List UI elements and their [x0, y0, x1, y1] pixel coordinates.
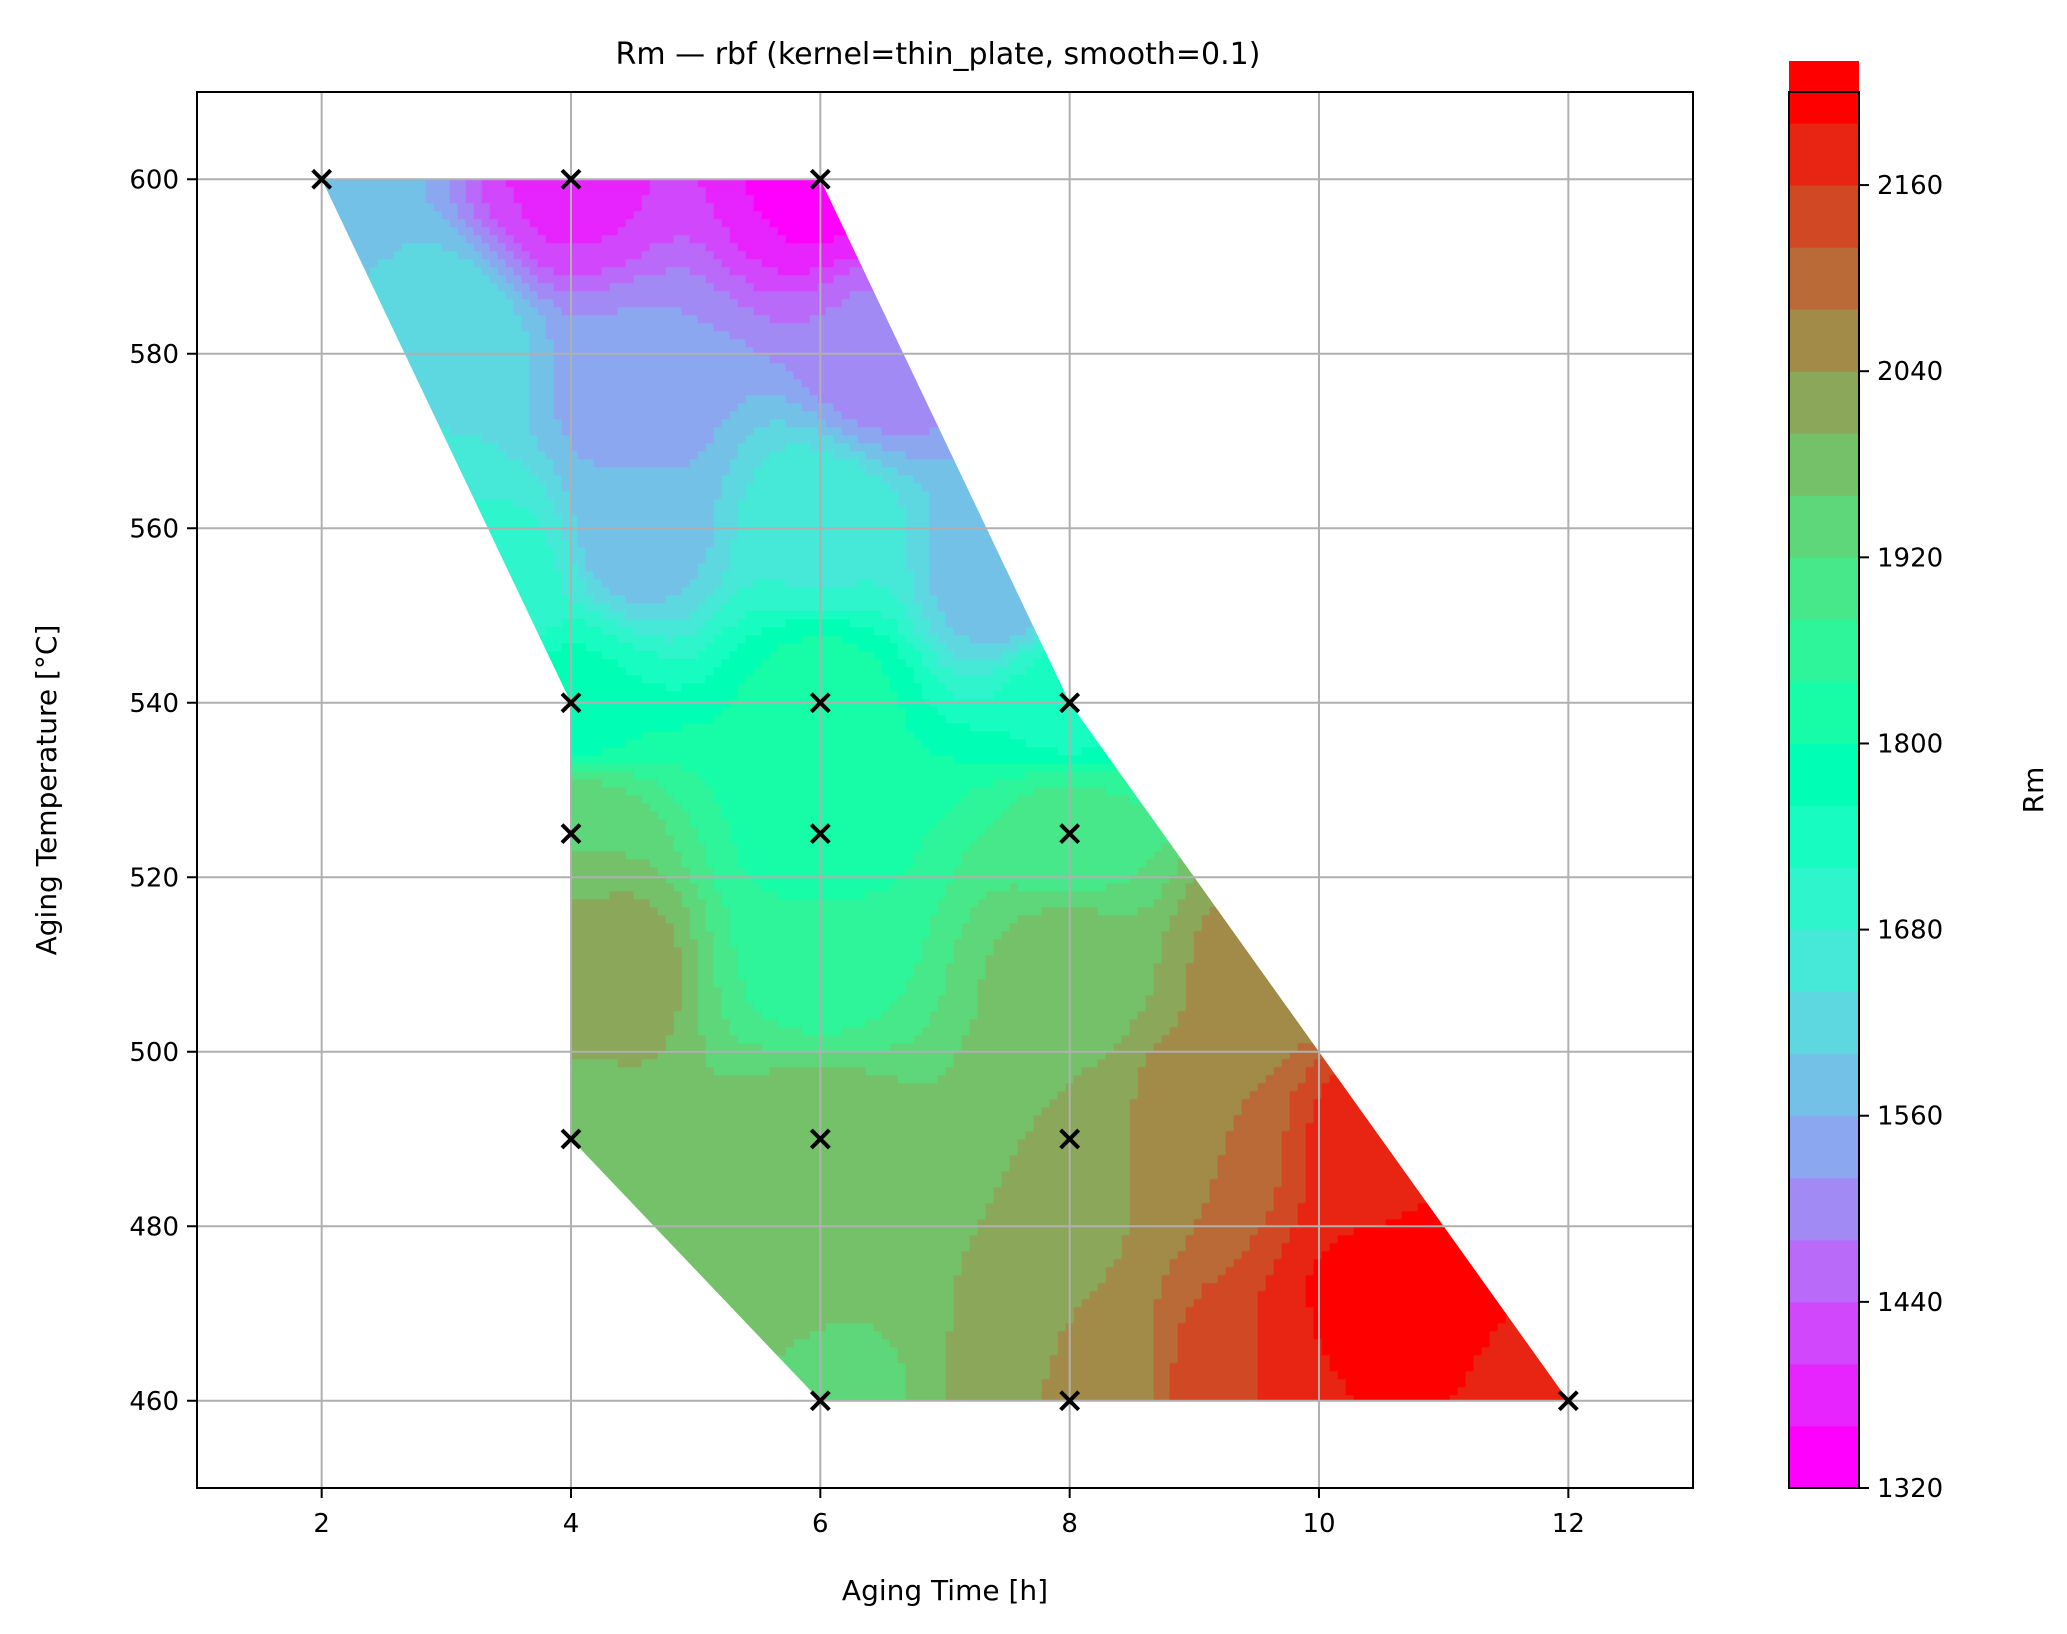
colorbar-label: Rm	[2017, 767, 2050, 814]
colorbar-level	[1789, 371, 1859, 434]
y-tick-label: 600	[129, 165, 179, 195]
x-tick-label: 10	[1302, 1509, 1335, 1539]
sample-marker	[1059, 1128, 1081, 1150]
sample-marker	[560, 1128, 582, 1150]
colorbar-tick-label: 1920	[1877, 543, 1943, 573]
colorbar-level	[1789, 1177, 1859, 1241]
colorbar-tick-label: 2160	[1877, 171, 1943, 201]
colorbar-level	[1789, 619, 1859, 682]
sample-markers	[311, 168, 1579, 1412]
colorbar-tick-label: 1680	[1877, 916, 1943, 946]
y-tick-label: 540	[129, 689, 179, 719]
colorbar-level	[1789, 681, 1859, 744]
colorbar-level	[1789, 1239, 1859, 1303]
colorbar-level	[1789, 495, 1859, 558]
sample-marker	[560, 168, 582, 190]
colorbar-level	[1789, 743, 1859, 807]
colorbar-tick-label: 1800	[1877, 729, 1943, 759]
colorbar-ticks: 1320 1440 1560 1680 1800 1920 2040 2160	[1859, 171, 1943, 1504]
y-tick-label: 560	[129, 514, 179, 544]
y-axis-label: Aging Temperature [°C]	[30, 625, 63, 956]
colorbar-frame	[1788, 91, 1860, 1489]
colorbar-level	[1789, 185, 1859, 248]
colorbar-level	[1789, 1301, 1859, 1365]
y-tick-label: 500	[129, 1038, 179, 1068]
sample-marker	[1059, 1390, 1081, 1412]
y-tick-label: 580	[129, 340, 179, 370]
y-tick-label: 520	[129, 863, 179, 893]
sample-marker	[1557, 1390, 1579, 1412]
colorbar-level	[1789, 1363, 1859, 1427]
y-axis-ticks: 460 480 500 520 540 560 580 600	[129, 165, 197, 1417]
colorbar-tick-label: 2040	[1877, 357, 1943, 387]
colorbar-level	[1789, 1115, 1859, 1179]
sample-marker	[809, 1390, 831, 1412]
colorbar-level	[1789, 1053, 1859, 1117]
sample-marker	[560, 823, 582, 845]
x-tick-label: 8	[1061, 1509, 1078, 1539]
sample-marker	[809, 692, 831, 714]
colorbar-level	[1789, 991, 1859, 1055]
colorbar-level	[1789, 557, 1859, 620]
x-tick-label: 4	[563, 1509, 580, 1539]
y-tick-label: 460	[129, 1387, 179, 1417]
chart-title: Rm — rbf (kernel=thin_plate, smooth=0.1)	[616, 37, 1261, 72]
sample-marker	[560, 692, 582, 714]
sample-marker	[1059, 692, 1081, 714]
colorbar-level	[1789, 929, 1859, 993]
colorbar-level	[1789, 247, 1859, 310]
colorbar-level	[1789, 433, 1859, 496]
sample-marker	[1059, 823, 1081, 845]
colorbar-level	[1789, 805, 1859, 869]
colorbar-level	[1789, 1425, 1859, 1489]
sample-marker	[809, 1128, 831, 1150]
grid	[197, 92, 1693, 1488]
colorbar-tick-label: 1440	[1877, 1288, 1943, 1318]
colorbar-level	[1789, 867, 1859, 931]
plot-frame	[196, 91, 1694, 1489]
x-axis-ticks: 2 4 6 8 10 12	[313, 1488, 1585, 1539]
sample-marker	[311, 168, 333, 190]
colorbar-level	[1789, 123, 1859, 186]
contour-field	[321, 179, 1569, 1401]
colorbar-level	[1789, 309, 1859, 372]
x-tick-label: 6	[812, 1509, 829, 1539]
sample-marker	[809, 823, 831, 845]
sample-marker	[809, 168, 831, 190]
colorbar-tick-label: 1320	[1877, 1474, 1943, 1504]
colorbar-tick-label: 1560	[1877, 1102, 1943, 1132]
y-tick-label: 480	[129, 1212, 179, 1242]
colorbar	[1789, 60, 1859, 1489]
x-tick-label: 2	[313, 1509, 330, 1539]
x-axis-label: Aging Time [h]	[842, 1574, 1048, 1607]
x-tick-label: 12	[1552, 1509, 1585, 1539]
